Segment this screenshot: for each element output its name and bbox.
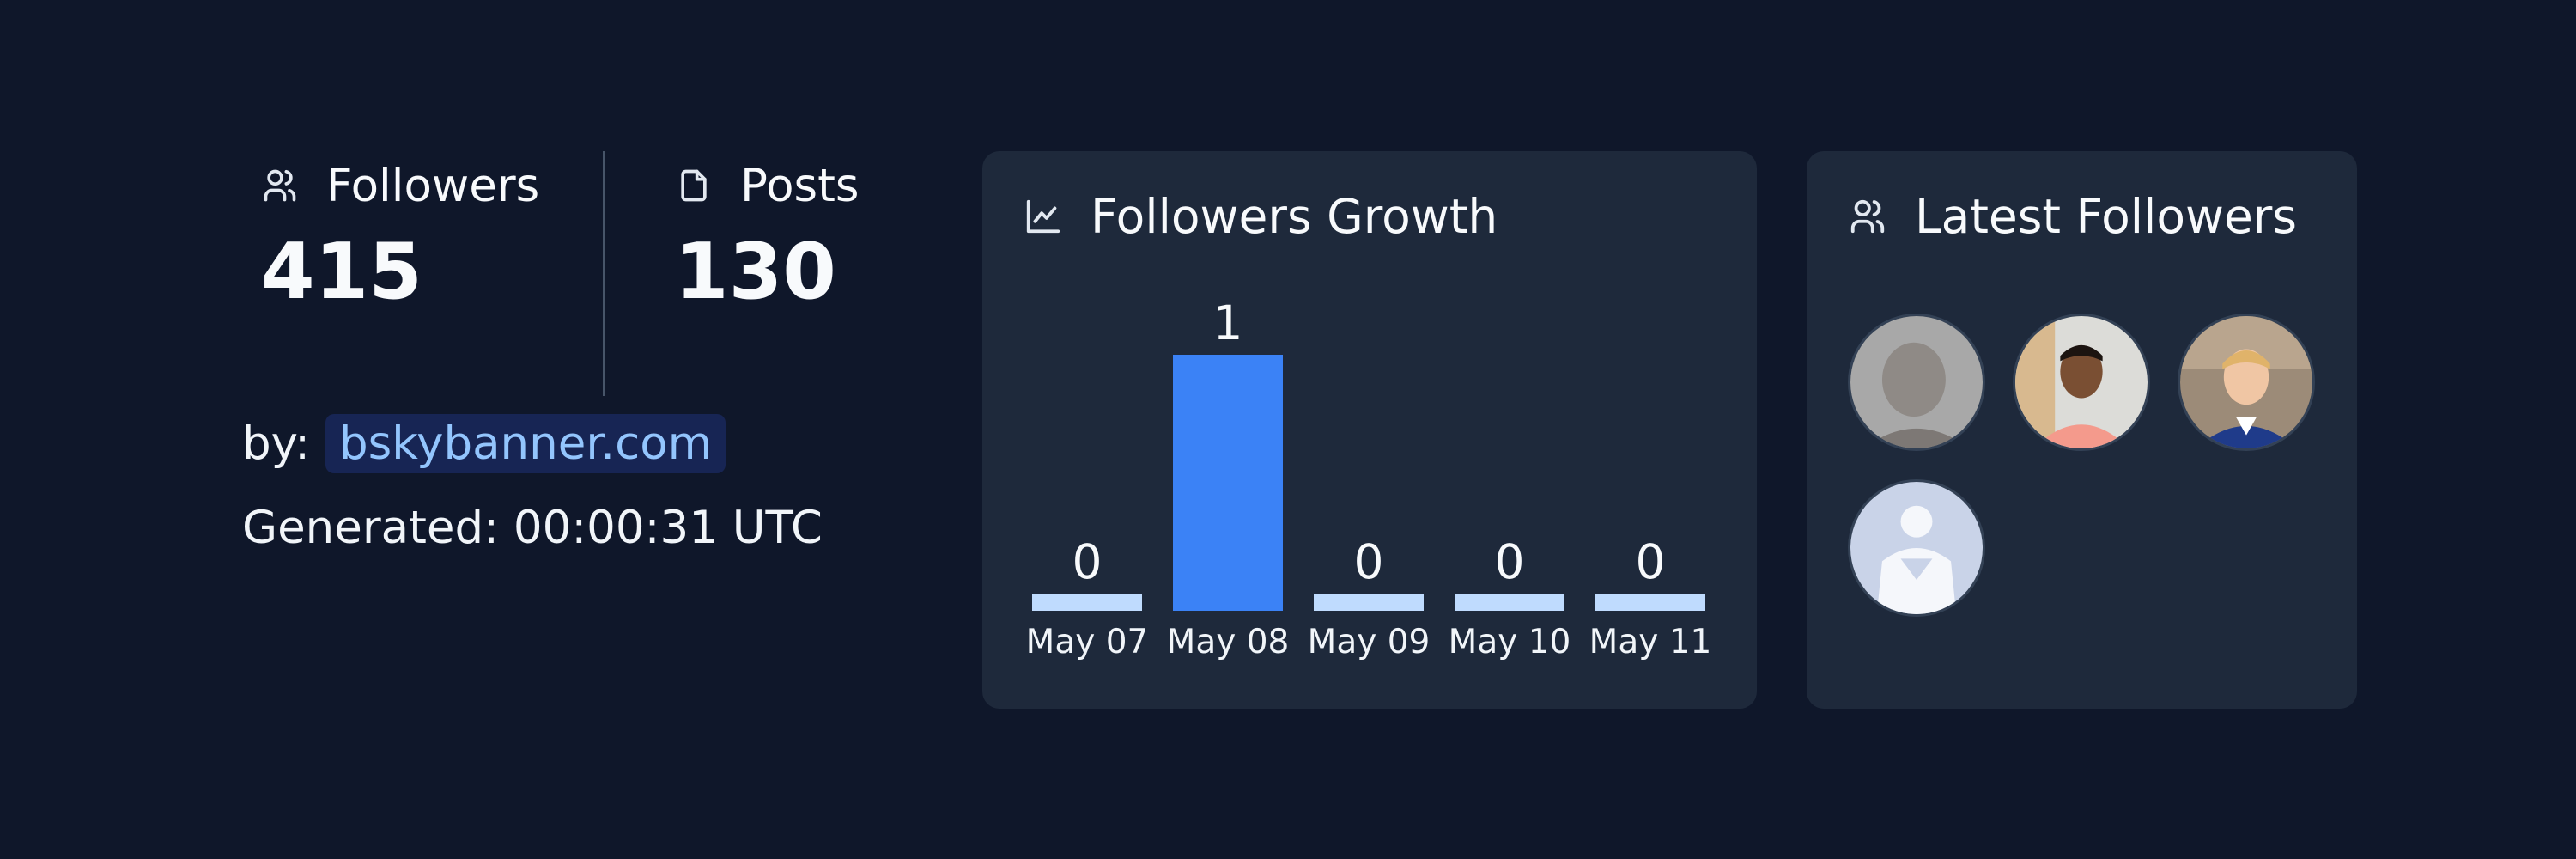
- bskybanner-link[interactable]: bskybanner.com: [325, 414, 726, 473]
- bar-may-09: [1314, 594, 1424, 611]
- follower-avatar-1[interactable]: [1848, 314, 1985, 451]
- followers-growth-title: Followers Growth: [1091, 189, 1498, 244]
- category-label: May 07: [1026, 623, 1149, 661]
- bar-may-11: [1595, 594, 1705, 611]
- line-chart-icon: [1026, 199, 1060, 234]
- person-icon: [2015, 316, 2148, 448]
- stats-panel: Followers 415 Posts 130 by: bskybanner.c…: [242, 151, 946, 555]
- followers-label: Followers: [326, 159, 540, 212]
- followers-growth-card: 0 May 07 1 May 08 0 May 09 0 May 10 0 May 11 Foll…: [982, 151, 1757, 709]
- posts-count: 130: [675, 227, 836, 317]
- users-icon: [264, 169, 296, 202]
- follower-avatar-4[interactable]: [1848, 479, 1985, 617]
- bar-value-label: 1: [1213, 295, 1243, 350]
- followers-stat: Followers 415: [261, 151, 539, 311]
- followers-count: 415: [261, 227, 422, 317]
- generated-timestamp: Generated: 00:00:31 UTC: [242, 502, 823, 554]
- follower-avatar-2[interactable]: [2013, 314, 2150, 451]
- latest-followers-title: Latest Followers: [1915, 189, 2298, 244]
- bar-value-label: 0: [1354, 534, 1384, 589]
- file-icon: [681, 169, 707, 202]
- followers-growth-chart: 0 May 07 1 May 08 0 May 09 0 May 10 0 May 11: [1026, 295, 1712, 661]
- users-icon: [1850, 199, 1885, 234]
- bar-may-08: [1173, 355, 1283, 611]
- by-label: by:: [242, 417, 311, 470]
- latest-followers-header: Latest Followers: [1848, 189, 2297, 244]
- category-label: May 08: [1167, 623, 1290, 661]
- category-label: May 09: [1308, 623, 1431, 661]
- stats-divider: [603, 151, 605, 396]
- category-label: May 10: [1449, 623, 1571, 661]
- follower-avatar-3[interactable]: [2178, 314, 2315, 451]
- category-label: May 11: [1589, 623, 1712, 661]
- attribution: by: bskybanner.com: [242, 414, 726, 473]
- bar-may-07: [1032, 594, 1142, 611]
- person-icon: [2180, 316, 2312, 448]
- superman-icon: [1850, 482, 1983, 614]
- bar-value-label: 0: [1495, 534, 1525, 589]
- bar-value-label: 0: [1636, 534, 1666, 589]
- followers-growth-header: Followers Growth: [1024, 189, 1498, 244]
- person-icon: [1850, 316, 1983, 448]
- latest-followers-card: Latest Followers: [1807, 151, 2357, 709]
- bar-value-label: 0: [1072, 534, 1103, 589]
- posts-label: Posts: [740, 159, 860, 212]
- bar-may-10: [1455, 594, 1564, 611]
- posts-stat: Posts 130: [675, 151, 860, 311]
